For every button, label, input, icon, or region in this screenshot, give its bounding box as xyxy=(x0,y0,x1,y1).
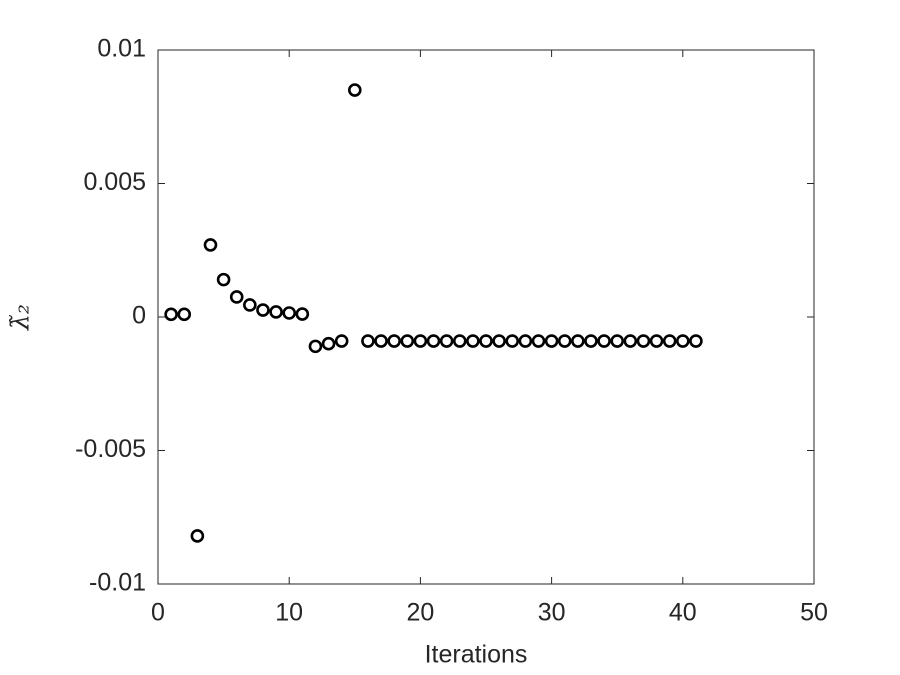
marker xyxy=(413,334,428,348)
x-tick-label: 20 xyxy=(406,599,434,627)
marker xyxy=(610,334,625,348)
marker xyxy=(544,334,559,348)
marker xyxy=(295,307,310,321)
marker xyxy=(623,334,638,348)
y-tick-label: -0.005 xyxy=(75,435,146,463)
marker xyxy=(334,334,349,348)
marker xyxy=(636,334,651,348)
marker xyxy=(177,307,192,322)
x-tick-label: 40 xyxy=(669,599,697,627)
marker xyxy=(216,272,231,287)
marker xyxy=(243,298,257,312)
y-tick-label: 0.005 xyxy=(83,168,146,196)
marker xyxy=(256,303,270,317)
marker xyxy=(269,305,283,319)
marker xyxy=(689,334,703,348)
x-tick-label: 10 xyxy=(275,599,303,627)
marker xyxy=(584,334,598,348)
x-tick-label: 0 xyxy=(151,599,165,627)
marker xyxy=(571,334,585,348)
y-tick-label: -0.01 xyxy=(89,569,146,597)
marker xyxy=(557,334,572,348)
marker xyxy=(649,334,664,348)
marker xyxy=(426,334,441,348)
marker xyxy=(466,334,480,348)
y-tick-label: 0 xyxy=(132,302,146,330)
marker xyxy=(164,307,178,322)
marker xyxy=(479,334,493,348)
marker xyxy=(190,529,205,543)
x-tick-label: 50 xyxy=(800,599,828,627)
x-tick-label: 30 xyxy=(538,599,566,627)
marker xyxy=(229,290,244,304)
marker xyxy=(662,334,677,348)
marker xyxy=(400,334,415,348)
marker xyxy=(361,334,375,348)
marker xyxy=(452,334,467,348)
marker xyxy=(439,334,454,348)
y-tick-label: 0.01 xyxy=(97,35,146,63)
marker xyxy=(492,334,506,348)
marker xyxy=(374,334,388,348)
marker xyxy=(518,334,533,348)
marker xyxy=(505,334,520,348)
x-axis-label: Iterations xyxy=(425,641,528,669)
y-axis-label: λ̃₂ xyxy=(6,304,35,331)
marker xyxy=(308,339,323,354)
marker xyxy=(387,334,401,348)
plot-frame xyxy=(157,49,815,585)
marker xyxy=(597,334,611,348)
marker xyxy=(203,238,218,252)
marker xyxy=(282,306,297,320)
marker xyxy=(321,336,336,351)
marker xyxy=(675,334,690,348)
marker xyxy=(347,83,362,97)
marker xyxy=(531,334,546,348)
